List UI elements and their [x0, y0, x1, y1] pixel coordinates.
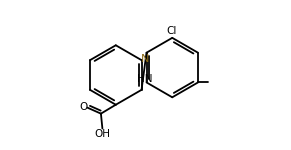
Text: N: N: [141, 54, 149, 64]
Text: Cl: Cl: [166, 26, 177, 36]
Text: HN: HN: [137, 74, 152, 84]
Text: OH: OH: [94, 129, 110, 140]
Text: O: O: [80, 102, 88, 112]
